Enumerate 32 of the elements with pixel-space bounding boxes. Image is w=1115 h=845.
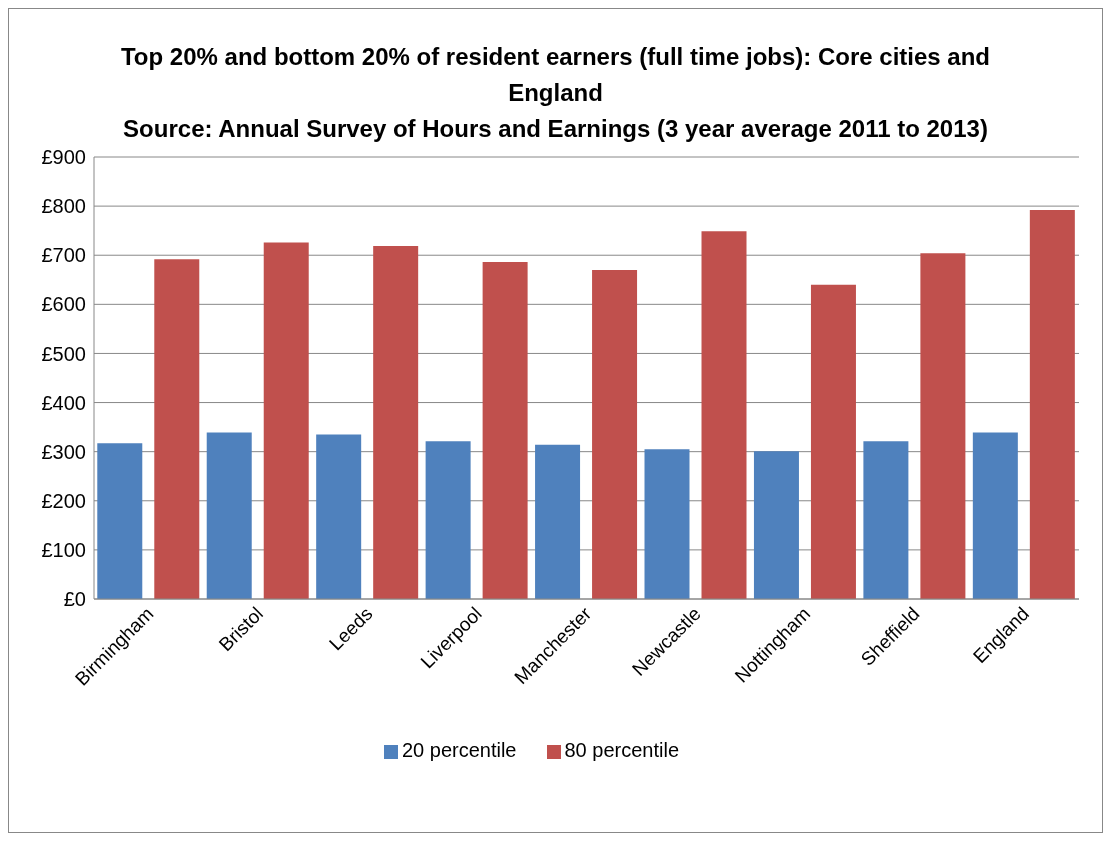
y-tick-label: £400: [41, 391, 86, 414]
bar: [920, 253, 966, 599]
bar: [316, 434, 362, 599]
bar: [425, 441, 471, 599]
bar: [373, 245, 419, 599]
y-tick-label: £800: [41, 195, 86, 218]
legend-label: 80 percentile: [564, 739, 680, 761]
y-tick-label: £300: [41, 440, 86, 463]
y-tick-label: £600: [41, 293, 86, 316]
bar: [592, 269, 638, 599]
source-note: Source: Annual Survey of Hours and Earnings (3 year average 2011 to 2013): [122, 114, 989, 144]
chart-title: Top 20% and bottom 20% of resident earners (full time jobs): Core cities and England: [119, 42, 991, 108]
bar: [644, 449, 690, 599]
bar: [97, 443, 143, 599]
bar: [482, 262, 528, 599]
bar: [810, 284, 856, 599]
bar: [1029, 210, 1075, 599]
y-tick-label: £100: [41, 538, 86, 561]
y-tick-label: £900: [41, 146, 86, 169]
y-tick-label: £200: [41, 489, 86, 512]
bar: [206, 432, 252, 599]
bar: [863, 441, 909, 599]
y-tick-label: £500: [41, 342, 86, 365]
bar: [154, 259, 200, 599]
bar: [535, 444, 581, 599]
bar: [753, 451, 799, 599]
bar: [701, 231, 747, 599]
y-tick-label: £700: [41, 244, 86, 267]
bar: [263, 242, 309, 599]
bar: [972, 432, 1018, 599]
legend-label: 20 percentile: [401, 739, 517, 761]
y-tick-label: £0: [63, 588, 86, 611]
